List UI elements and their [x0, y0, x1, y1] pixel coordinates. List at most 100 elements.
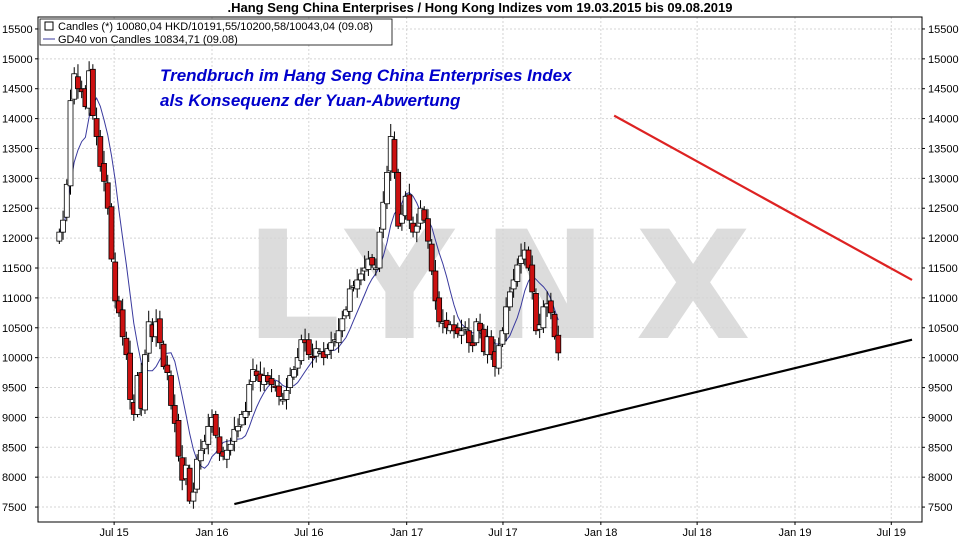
candle-body: [529, 264, 536, 293]
y-tick-label-right: 12500: [928, 203, 959, 215]
candle-body: [372, 267, 379, 270]
candle-body: [503, 306, 510, 335]
candle-body: [104, 182, 111, 209]
candle-body: [376, 231, 383, 269]
x-tick-label: Jan 17: [390, 527, 423, 539]
candle-body: [514, 264, 521, 282]
x-tick-label: Jul 17: [488, 527, 517, 539]
candle-body: [339, 318, 346, 332]
candle-body: [242, 411, 249, 418]
candle-body: [335, 330, 342, 344]
candle-body: [466, 330, 472, 344]
y-tick-label-right: 9000: [928, 412, 952, 424]
candle-body: [142, 354, 148, 411]
candle-body: [194, 458, 201, 490]
candle-body: [75, 76, 81, 90]
y-tick-label-left: 13000: [2, 173, 33, 185]
candle-body: [253, 370, 260, 376]
candle-body: [238, 414, 245, 426]
candle-body: [112, 261, 119, 302]
candle-body: [469, 342, 476, 347]
candle-body: [160, 343, 167, 368]
y-tick-label-left: 7500: [2, 502, 26, 514]
candle-body: [328, 342, 335, 351]
y-tick-label-right: 13500: [928, 143, 959, 155]
candle-body: [298, 339, 305, 362]
candle-body: [432, 270, 439, 302]
y-tick-label-left: 10000: [2, 353, 33, 365]
y-tick-label-right: 11500: [928, 263, 958, 275]
y-tick-label-left: 11500: [2, 263, 32, 275]
candle-body: [201, 440, 208, 450]
y-tick-label-right: 7500: [928, 502, 952, 514]
candle-body: [276, 385, 282, 397]
x-tick-label: Jul 16: [294, 527, 323, 539]
plot-frame: [37, 16, 923, 523]
legend-gd40-label: GD40 von Candles 10834,71 (09.08): [58, 34, 238, 46]
candle-body: [246, 384, 253, 412]
candle-body: [343, 309, 349, 317]
x-tick-label: Jul 15: [99, 527, 128, 539]
candle-body: [421, 209, 428, 221]
x-tick-label: Jan 19: [778, 527, 811, 539]
y-tick-label-left: 14500: [2, 84, 33, 96]
y-tick-label-left: 10500: [2, 323, 33, 335]
candle-body: [477, 322, 483, 332]
candle-body: [164, 364, 171, 373]
candle-body: [291, 369, 297, 378]
candle-body: [89, 68, 96, 117]
candle-body: [305, 339, 312, 356]
y-tick-label-right: 10000: [928, 353, 959, 365]
candle-body: [395, 171, 402, 227]
candle-body: [458, 330, 465, 336]
candle-body: [346, 288, 353, 312]
x-tick-label: Jan 16: [195, 527, 228, 539]
y-tick-label-right: 15000: [928, 54, 959, 66]
y-tick-label-right: 8500: [928, 442, 952, 454]
candle-body: [391, 139, 398, 173]
y-tick-label-right: 10500: [928, 323, 959, 335]
y-tick-label-right: 8000: [928, 472, 952, 484]
y-tick-label-right: 9500: [928, 383, 952, 395]
candle-body: [127, 352, 133, 400]
axes: 7500 7500 8000 8000 8500 8500 9000 9000 9500 9500…: [2, 16, 959, 539]
candle-body: [462, 327, 469, 330]
candle-body: [67, 100, 74, 187]
candle-body: [413, 225, 420, 233]
candle-body: [223, 449, 230, 460]
x-tick-label: Jul 19: [877, 527, 906, 539]
candle-body: [555, 334, 562, 354]
y-tick-label-right: 15500: [928, 24, 959, 36]
chart-title: .Hang Seng China Enterprises / Hong Kong…: [227, 0, 733, 15]
candle-body: [97, 136, 104, 167]
candle-body: [369, 257, 376, 266]
y-tick-label-right: 12000: [928, 233, 959, 245]
candle-body: [283, 390, 290, 400]
y-tick-label-left: 13500: [2, 143, 33, 155]
candle-body: [190, 491, 197, 502]
candle-body: [384, 171, 390, 205]
candle-body: [533, 293, 539, 332]
y-tick-label-left: 9500: [2, 383, 26, 395]
candle-body: [488, 336, 495, 356]
y-tick-label-left: 11000: [2, 293, 32, 305]
candle-body: [145, 321, 152, 354]
x-tick-label: Jul 18: [682, 527, 711, 539]
candle-body: [495, 345, 502, 369]
candle-body: [510, 279, 517, 290]
candle-body: [436, 297, 443, 323]
candle-body: [116, 300, 122, 314]
candle-body: [123, 337, 130, 356]
x-tick-label: Jan 18: [584, 527, 617, 539]
candle-body: [473, 321, 480, 344]
candle-body: [518, 255, 524, 264]
candles: [56, 61, 562, 509]
candle-body: [399, 213, 405, 224]
candle-body: [227, 443, 234, 451]
candle-body: [231, 428, 238, 442]
y-tick-label-left: 15000: [2, 54, 33, 66]
candle-body: [358, 273, 364, 281]
candle-body: [428, 243, 435, 272]
y-tick-label-right: 14000: [928, 114, 959, 126]
